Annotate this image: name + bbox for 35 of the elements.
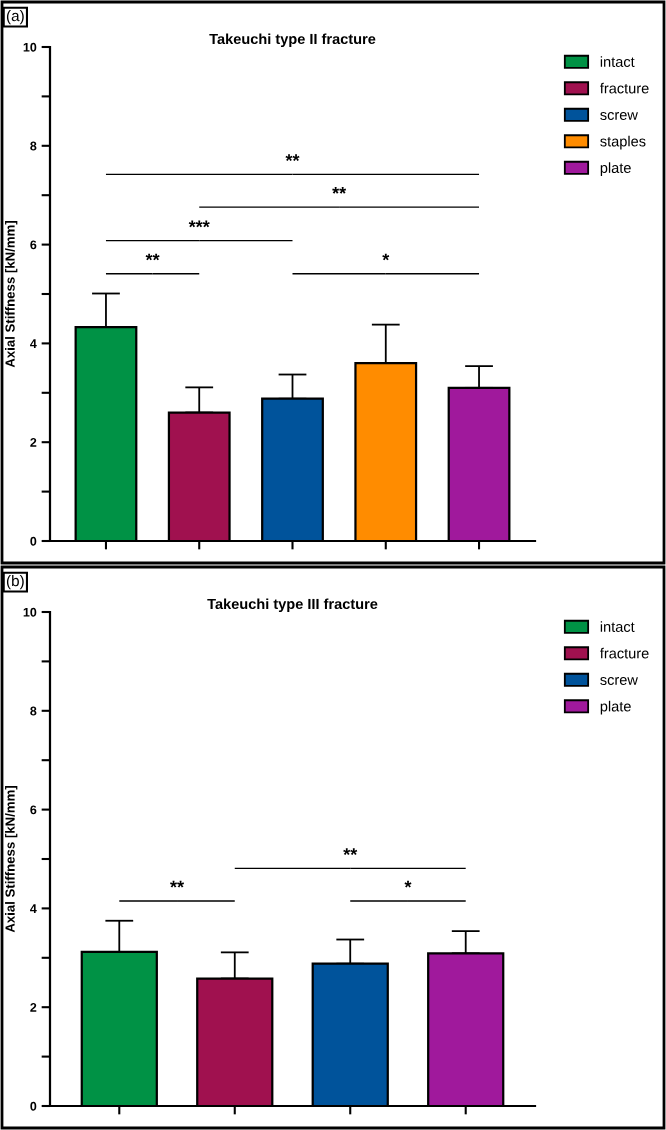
y-tick-label: 0 [30,536,37,546]
y-tick-label: 10 [23,607,37,617]
y-tick-label: 8 [30,706,37,716]
y-tick-label: 8 [30,141,37,151]
y-tick-label: 2 [30,1003,37,1012]
y-tick-label: 6 [30,805,37,815]
y-tick-label: 10 [23,42,37,52]
legend-label: plate [600,700,631,715]
text: (b) [6,575,24,590]
legend-label: staples [600,135,646,150]
annotation: ** [343,848,358,855]
y-tick-label: 0 [30,1101,37,1111]
text: (a) [6,10,24,25]
annotation: ** [285,154,300,162]
legend-label: fracture [600,82,649,94]
legend-label: intact [600,621,635,632]
y-tick-label: 4 [30,339,37,348]
annotation: ** [332,186,347,194]
y-tick-label: 4 [30,904,37,913]
y-axis-title: Axial Stiffness [kN/mm] [5,221,18,368]
annotation: ** [170,880,185,888]
legend-label: intact [600,56,635,67]
legend-label: plate [600,162,631,176]
annotation: ** [145,253,160,261]
annotation: * [404,880,412,888]
legend-label: screw [600,677,638,685]
chart-title: Takeuchi type II fracture [209,33,376,47]
y-tick-label: 6 [30,240,37,250]
legend-label: screw [600,112,638,120]
annotation: * [382,253,390,261]
y-axis-title: Axial Stiffness [kN/mm] [5,786,18,933]
y-tick-label: 2 [30,438,37,447]
chart-title: Takeuchi type III fracture [207,598,378,612]
annotation: *** [188,220,210,228]
legend-label: fracture [600,647,649,659]
